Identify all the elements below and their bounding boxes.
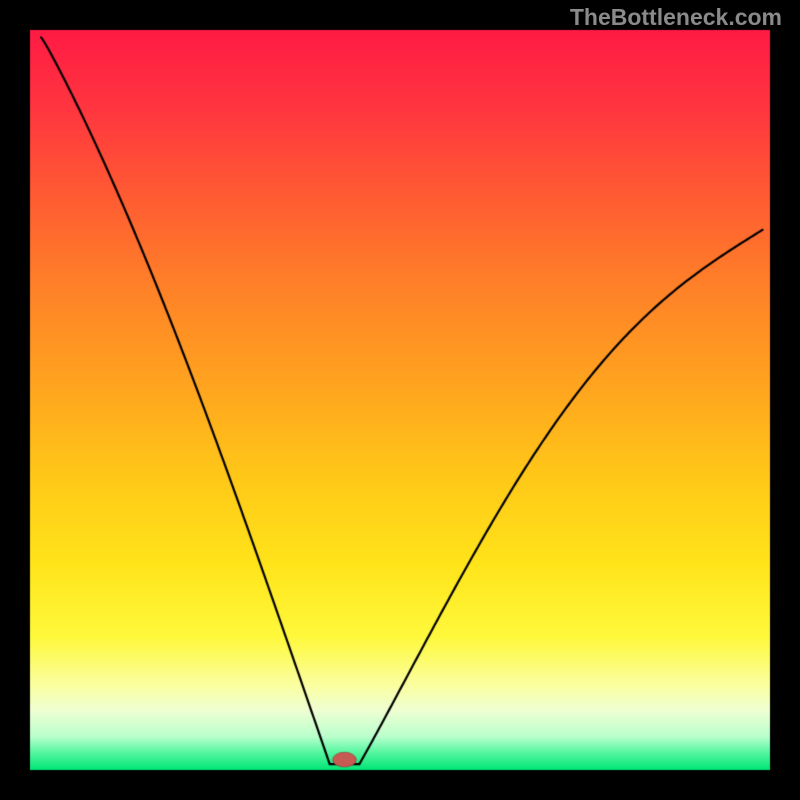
chart-stage: TheBottleneck.com bbox=[0, 0, 800, 800]
bottleneck-chart-canvas bbox=[0, 0, 800, 800]
